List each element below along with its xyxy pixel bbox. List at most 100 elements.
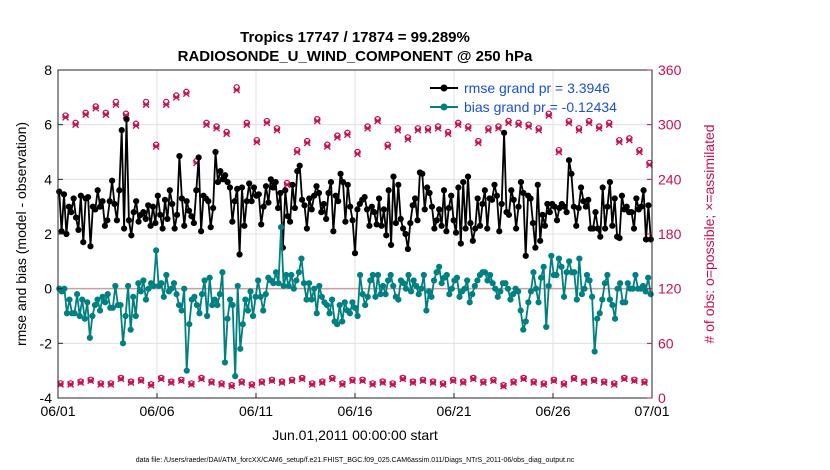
- rmse-point: [472, 225, 479, 232]
- chart-title: Tropics 17747 / 17874 = 99.289%: [240, 29, 470, 46]
- bias-point: [583, 271, 591, 279]
- bias-point: [117, 301, 124, 309]
- bias-point: [102, 299, 109, 306]
- bias-point: [377, 291, 384, 298]
- rmse-point: [217, 168, 224, 175]
- bias-point: [446, 291, 453, 298]
- bias-point: [464, 277, 471, 284]
- obs-possible-point: [87, 376, 94, 383]
- bias-point: [247, 288, 254, 295]
- bias-point: [186, 321, 193, 328]
- rmse-point: [606, 178, 614, 186]
- rmse-point: [460, 178, 467, 186]
- bias-point: [257, 293, 264, 300]
- rmse-point: [320, 200, 327, 208]
- rmse-point: [265, 199, 272, 206]
- rmse-point: [445, 204, 452, 212]
- y-tick-label: 6: [44, 117, 52, 133]
- obs-assimilated-point: [500, 382, 507, 390]
- bias-point: [262, 291, 269, 298]
- rmse-point: [315, 189, 323, 197]
- rmse-point: [491, 181, 498, 188]
- bias-point: [349, 299, 356, 306]
- obs-possible-point: [208, 378, 215, 385]
- legend-bias-marker: [440, 103, 448, 111]
- bias-point: [142, 296, 150, 303]
- bias-point: [229, 301, 236, 309]
- rmse-point: [484, 225, 491, 232]
- obs-possible-point: [379, 378, 386, 385]
- y-tick-label: -2: [40, 335, 53, 351]
- bias-point: [410, 277, 417, 284]
- rmse-point: [373, 221, 380, 228]
- obs-assimilated-point: [545, 112, 553, 120]
- obs-assimilated-point: [62, 113, 70, 121]
- obs-assimilated-point: [137, 377, 145, 385]
- rmse-point: [313, 183, 320, 190]
- bias-point: [270, 280, 277, 287]
- obs-assimilated-point: [117, 375, 125, 383]
- obs-assimilated-point: [489, 377, 497, 385]
- bias-point: [571, 269, 578, 276]
- rmse-point: [361, 194, 368, 201]
- rmse-point: [573, 222, 580, 229]
- rmse-point: [185, 207, 193, 214]
- obs-assimilated-point: [197, 375, 205, 383]
- y-axis-right-ticks: 0 60 120 180 240 300 360: [647, 62, 682, 406]
- obs-possible-point: [500, 382, 507, 389]
- obs-assimilated-point: [182, 90, 190, 98]
- rmse-point: [301, 202, 308, 209]
- bias-point: [560, 293, 568, 300]
- obs-possible-point: [580, 378, 588, 385]
- bias-point: [402, 285, 410, 292]
- rmse-point: [452, 229, 460, 236]
- bias-point: [390, 282, 397, 290]
- bias-point: [535, 299, 542, 306]
- obs-assimilated-point: [152, 143, 160, 151]
- bias-point: [632, 271, 639, 279]
- bias-point: [379, 282, 387, 290]
- obs-possible-point: [540, 380, 547, 387]
- bias-point: [290, 285, 297, 292]
- rmse-series: [56, 116, 654, 259]
- bias-point: [487, 271, 494, 279]
- rmse-point: [308, 206, 315, 213]
- obs-possible-point: [107, 380, 115, 387]
- rmse-point: [248, 198, 255, 205]
- rmse-point: [630, 225, 638, 232]
- rmse-point: [72, 214, 80, 221]
- rmse-point: [585, 196, 592, 203]
- obs-assimilated-point: [278, 379, 286, 387]
- obs-assimilated-point: [72, 121, 80, 129]
- bias-point: [232, 373, 239, 380]
- rmse-point: [80, 239, 87, 246]
- bias-point: [405, 271, 412, 279]
- obs-possible-point: [480, 378, 487, 385]
- bias-point: [81, 315, 88, 322]
- obs-assimilated-point: [585, 119, 593, 127]
- rmse-point: [501, 129, 508, 136]
- obs-assimilated-point: [369, 380, 377, 388]
- bias-point: [249, 312, 257, 320]
- bias-point: [125, 282, 132, 290]
- obs-possible-point: [67, 380, 74, 387]
- rmse-point: [539, 211, 546, 218]
- rmse-point: [450, 217, 457, 224]
- obs-assimilated-point: [535, 126, 543, 134]
- bias-point: [413, 282, 420, 290]
- rmse-point: [592, 209, 599, 216]
- x-axis-ticks: 06/01 06/06 06/11 06/16 06/21 06/26 07/01: [40, 393, 670, 419]
- bias-point: [316, 282, 323, 290]
- rmse-point: [436, 206, 443, 213]
- obs-possible-point: [329, 374, 336, 382]
- rmse-point: [330, 228, 337, 235]
- rmse-point: [246, 180, 253, 187]
- obs-assimilated-point: [238, 379, 246, 387]
- bias-point: [183, 367, 190, 374]
- bias-point: [336, 301, 343, 309]
- bias-point: [438, 280, 445, 287]
- rmse-point: [335, 198, 342, 205]
- rmse-point: [306, 195, 313, 202]
- bias-point: [418, 285, 425, 292]
- rmse-point: [323, 215, 330, 223]
